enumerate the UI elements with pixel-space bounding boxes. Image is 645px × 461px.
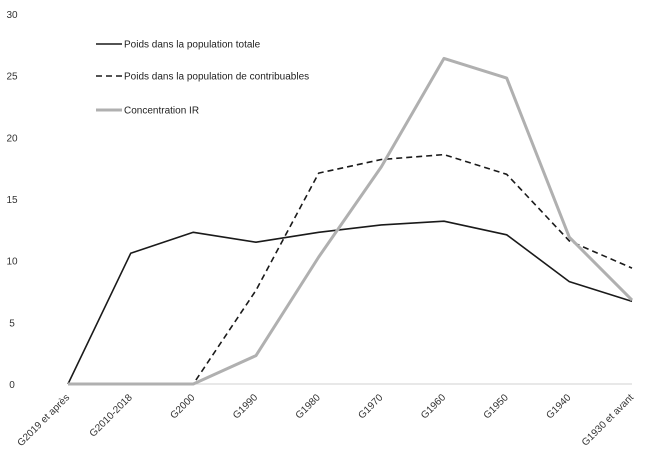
y-tick-label: 25	[6, 72, 18, 83]
x-tick-label: G1940	[544, 392, 573, 421]
x-tick-label: G2019 et après	[16, 392, 73, 449]
legend: Poids dans la population totale Poids dan…	[96, 40, 309, 117]
series-line-1	[67, 220, 633, 385]
y-tick-label: 20	[6, 133, 18, 144]
y-tick-label: 30	[6, 10, 18, 21]
y-tick-label: 5	[9, 318, 15, 329]
x-tick-label: G2010-2018	[88, 392, 135, 439]
legend-label: Poids dans la population de contribuable…	[124, 72, 309, 83]
x-tick-label: G1970	[356, 392, 385, 421]
legend-label: Concentration IR	[124, 106, 199, 117]
x-tick-label: G1950	[482, 392, 511, 421]
series-lines	[67, 56, 634, 386]
y-axis-ticks: 0 5 10 15 20 25 30	[6, 10, 18, 391]
x-tick-label: G1960	[419, 392, 448, 421]
x-tick-label: G1990	[231, 392, 260, 421]
x-tick-label: G1930 et avant	[580, 392, 636, 448]
y-tick-label: 15	[6, 195, 18, 206]
series-line-2	[68, 153, 633, 385]
y-tick-label: 10	[6, 257, 18, 268]
legend-label: Poids dans la population totale	[124, 40, 261, 51]
series-line-3	[68, 56, 634, 386]
x-tick-label: G2000	[168, 392, 197, 421]
y-tick-label: 0	[9, 380, 15, 391]
x-axis-ticks: G2019 et après G2010-2018 G2000 G1990 G1980 G…	[16, 392, 637, 449]
x-tick-label: G1980	[294, 392, 323, 421]
